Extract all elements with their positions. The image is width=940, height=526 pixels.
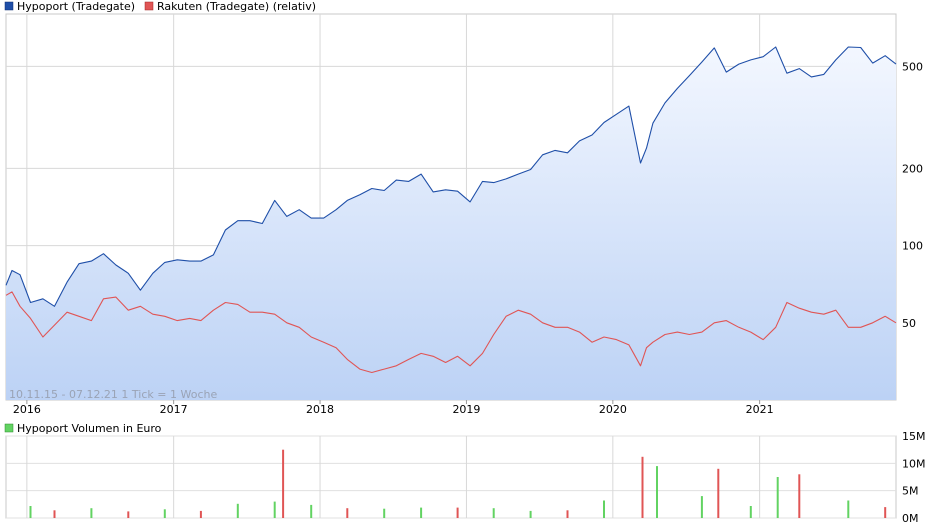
vol-y-tick-label-10M: 10M xyxy=(902,457,926,470)
volume-bar-16 xyxy=(566,510,569,518)
volume-bar-26 xyxy=(884,507,887,518)
volume-bar-1 xyxy=(53,510,56,518)
volume-chart-bars xyxy=(29,449,887,518)
price-chart-footnote: 10.11.15 - 07.12.21 1 Tick = 1 Woche xyxy=(9,388,217,401)
volume-bar-13 xyxy=(456,507,459,518)
volume-bar-7 xyxy=(273,501,276,518)
hypoport-area-fill xyxy=(6,47,896,400)
x-tick-label-2019: 2019 xyxy=(452,403,480,416)
price-chart-x-ticks: 2016 2017 2018 2019 2020 2021 xyxy=(13,400,774,416)
volume-bar-2 xyxy=(90,508,93,518)
volume-bar-6 xyxy=(236,503,239,518)
volume-bar-0 xyxy=(29,506,32,518)
volume-bar-25 xyxy=(847,500,850,518)
volume-bar-8 xyxy=(282,449,285,518)
volume-bar-10 xyxy=(346,508,349,518)
y-tick-label-200: 200 xyxy=(902,162,923,175)
volume-bar-12 xyxy=(420,507,423,518)
volume-bar-9 xyxy=(310,504,313,518)
volume-chart-grid xyxy=(6,435,896,519)
legend-swatch-rakuten xyxy=(144,1,154,11)
x-tick-label-2020: 2020 xyxy=(599,403,627,416)
volume-bar-17 xyxy=(603,500,605,518)
volume-bar-21 xyxy=(717,468,720,518)
rakuten-line xyxy=(5,291,897,374)
volume-bar-24 xyxy=(798,474,801,518)
volume-bar-3 xyxy=(127,511,130,518)
volume-chart-y-ticks: 15M 10M 5M 0M xyxy=(902,430,926,525)
vol-y-tick-label-15M: 15M xyxy=(902,430,926,443)
volume-chart-panel: 15M 10M 5M 0M xyxy=(5,430,926,525)
volume-chart-legend: Hypoport Volumen in Euro xyxy=(4,422,162,435)
hypoport-line xyxy=(5,46,897,307)
legend-swatch-volume xyxy=(4,423,14,433)
y-tick-label-50: 50 xyxy=(902,317,916,330)
price-chart-lines xyxy=(5,46,897,374)
legend-label-rakuten: Rakuten (Tradegate) (relativ) xyxy=(157,0,316,13)
volume-bar-11 xyxy=(383,508,386,518)
volume-bar-22 xyxy=(749,506,752,518)
x-tick-label-2017: 2017 xyxy=(160,403,188,416)
price-chart-panel: 500 200 100 50 2016 2017 2018 2019 2020 2021 10.… xyxy=(5,13,923,416)
volume-chart-background xyxy=(5,435,897,519)
y-tick-label-100: 100 xyxy=(902,240,923,253)
price-chart-y-ticks: 500 200 100 50 xyxy=(902,60,923,329)
volume-bar-14 xyxy=(492,508,495,518)
volume-bar-15 xyxy=(529,510,532,518)
volume-bar-4 xyxy=(163,509,166,518)
volume-bar-18 xyxy=(641,456,644,518)
x-tick-label-2016: 2016 xyxy=(13,403,41,416)
price-chart-legend: Hypoport (Tradegate) Rakuten (Tradegate)… xyxy=(4,0,316,13)
volume-bar-23 xyxy=(776,477,779,518)
legend-label-volume: Hypoport Volumen in Euro xyxy=(17,422,162,435)
volume-bar-19 xyxy=(656,466,658,518)
volume-bar-5 xyxy=(199,510,202,518)
vol-y-tick-label-5M: 5M xyxy=(902,485,919,498)
vol-y-tick-label-0M: 0M xyxy=(902,512,919,525)
y-tick-label-500: 500 xyxy=(902,60,923,73)
x-tick-label-2021: 2021 xyxy=(746,403,774,416)
volume-bar-20 xyxy=(700,496,703,518)
x-tick-label-2018: 2018 xyxy=(306,403,334,416)
legend-label-hypoport: Hypoport (Tradegate) xyxy=(17,0,135,13)
legend-swatch-hypoport xyxy=(4,1,14,11)
